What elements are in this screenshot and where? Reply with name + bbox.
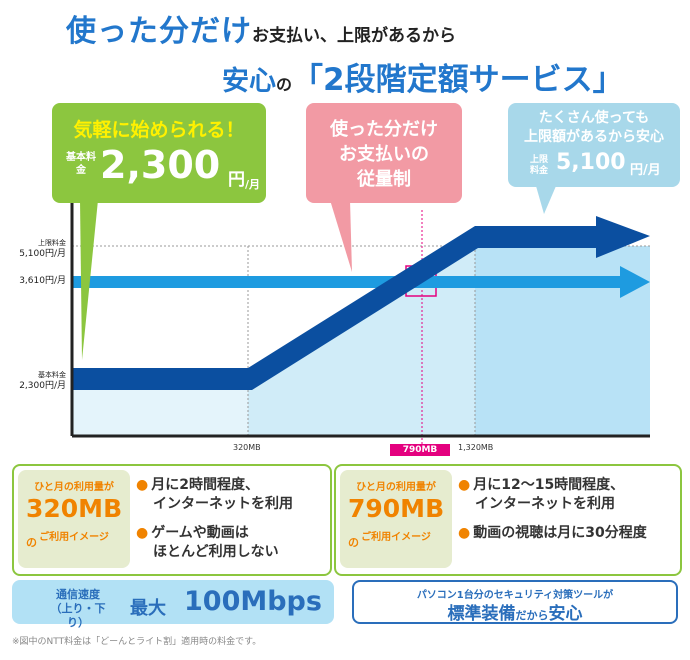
bubble-green: 気軽に始められる！ 基本料金 2,300 円 — [52, 103, 266, 203]
usage-320-label-box: ひと月の利用量が 320MB の ご利用イメージ — [18, 470, 130, 568]
series-tiered-arrow — [72, 216, 650, 390]
security-dakara: だから — [515, 609, 549, 622]
bubble-blue-head1: たくさん使っても — [538, 110, 650, 126]
y-tick-2300: 基本料金 2,300円/月 — [6, 370, 66, 392]
usage-790-bullet-2: ● 動画の視聴は月に30分程度 — [458, 525, 647, 541]
usage-790-amount-value: 790MB — [348, 494, 445, 523]
security-line2: 標準装備だから安心 — [354, 599, 676, 624]
usage-320-amount-value: 320MB — [26, 494, 123, 523]
region-ramp — [248, 246, 475, 436]
usage-320-b2-l1: ゲームや動画は — [151, 525, 249, 541]
y-tick-5100: 上限料金 5,100円/月 — [6, 238, 66, 260]
speed-prefix: 最大 — [130, 598, 166, 619]
usage-320-b2-l2: ほとんど利用しない — [153, 544, 279, 560]
region-base — [72, 388, 248, 436]
usage-790-b2-l1: 動画の視聴は月に30分程度 — [473, 525, 647, 541]
speed-label: 通信速度 （上り・下り） — [48, 588, 108, 630]
headline-no: の — [276, 75, 293, 94]
headline-anshin: 安心 — [222, 66, 276, 97]
usage-790-bullet-1: ● 月に12～15時間程度、 インターネットを利用 — [458, 477, 625, 512]
security-standard: 標準装備 — [447, 604, 516, 624]
bubble-pink-text: 使った分だけ お支払いの 従量制 — [306, 117, 462, 192]
y-tick-2300-main: 2,300円/月 — [19, 381, 66, 391]
bubble-green-value: 2,300 — [100, 143, 221, 187]
x-tick-1320: 1,320MB — [458, 443, 494, 452]
usage-320-panel: ひと月の利用量が 320MBの ご利用イメージ ● 月に2時間程度、 インターネット… — [12, 464, 332, 576]
security-box: パソコン1台分のセキュリティ対策ツールが 標準装備だから安心 — [352, 580, 678, 624]
bubble-blue-head: たくさん使っても 上限額があるから安心 — [508, 109, 680, 147]
y-tick-3610-main: 3,610円/月 — [19, 276, 66, 286]
bubble-green-per: /月 — [245, 178, 261, 191]
usage-790-amount: 790MB の — [348, 494, 452, 552]
usage-790-no: の — [348, 536, 359, 549]
y-tick-2300-small: 基本料金 — [38, 371, 66, 379]
bubble-blue-unit: 円/月 — [630, 163, 661, 178]
x-tick-790: 790MB — [390, 444, 450, 456]
bubble-pink-line3: 従量制 — [357, 169, 411, 190]
y-tick-5100-main: 5,100円/月 — [19, 249, 66, 259]
speed-label-2: （上り・下り） — [50, 602, 106, 629]
headline-small: お支払い、上限があるから — [252, 26, 456, 46]
headline-line2: 安心の「2段階定額サービス」 — [222, 54, 624, 99]
usage-320-l1: ひと月の利用量が — [34, 482, 114, 493]
bubble-blue-value: 5,100 — [556, 150, 626, 175]
headline-big: 使った分だけ — [66, 14, 252, 49]
usage-320-amount: 320MB の — [26, 494, 130, 552]
bubble-pink: 使った分だけ お支払いの 従量制 — [306, 103, 462, 203]
headline-service: 「2段階定額サービス」 — [292, 62, 624, 98]
bubble-tail-green — [80, 200, 98, 360]
usage-790-b1-l2: インターネットを利用 — [475, 496, 615, 512]
usage-790-panel: ひと月の利用量が 790MB の ご利用イメージ ● 月に12～15時間程度、 インタ… — [334, 464, 682, 576]
series-flat-arrow — [72, 266, 650, 298]
bubble-tail-blue — [536, 186, 556, 214]
usage-790-l1: ひと月の利用量が — [356, 482, 436, 493]
speed-label-1: 通信速度 — [56, 588, 100, 601]
speed-value: 100Mbps — [184, 586, 322, 617]
bubble-green-unit: 円 — [228, 170, 245, 190]
usage-320-b1-l1: 月に2時間程度、 — [151, 477, 259, 493]
x-tick-320: 320MB — [233, 443, 261, 452]
bubble-blue-head2: 上限額があるから安心 — [524, 129, 664, 145]
usage-790-label-box: ひと月の利用量が 790MB の ご利用イメージ — [340, 470, 452, 568]
bubble-pink-line1: 使った分だけ — [330, 119, 438, 140]
bubble-tail-pink — [330, 200, 352, 272]
usage-320-no: の — [26, 536, 37, 549]
footnote: ※図中のNTT料金は「どーんとライト割」適用時の料金です。 — [12, 637, 262, 647]
usage-320-l3: ご利用イメージ — [39, 532, 109, 543]
bubble-green-head: 気軽に始められる！ — [73, 119, 245, 141]
usage-320-b1-l2: インターネットを利用 — [153, 496, 293, 512]
security-line1: パソコン1台分のセキュリティ対策ツールが — [416, 590, 614, 601]
y-tick-5100-small: 上限料金 — [38, 239, 66, 247]
speed-box: 通信速度 （上り・下り） 最大 100Mbps — [12, 580, 334, 629]
security-anshin: 安心 — [548, 604, 583, 624]
y-tick-3610: 3,610円/月 — [6, 276, 66, 287]
bubble-green-label: 基本料金 — [66, 152, 96, 176]
usage-320-bullet-1: ● 月に2時間程度、 インターネットを利用 — [136, 477, 293, 512]
usage-320-bullet-2: ● ゲームや動画は ほとんど利用しない — [136, 525, 279, 560]
chart-canvas — [70, 186, 650, 444]
bubble-blue: たくさん使っても 上限額があるから安心 上限料金 5,100 円/月 — [508, 103, 680, 187]
usage-790-l3: ご利用イメージ — [361, 532, 431, 543]
usage-790-b1-l1: 月に12～15時間程度、 — [473, 477, 625, 493]
headline-line1: 使った分だけお支払い、上限があるから — [66, 6, 456, 50]
bubble-pink-line2: お支払いの — [339, 144, 429, 165]
bubble-blue-label: 上限料金 — [529, 155, 548, 176]
